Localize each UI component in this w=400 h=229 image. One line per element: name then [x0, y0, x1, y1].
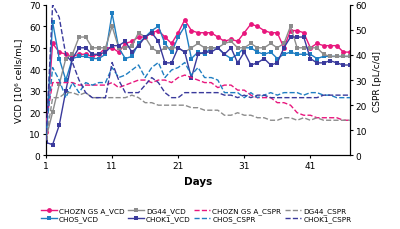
Y-axis label: VCD [10⁶ cells/mL]: VCD [10⁶ cells/mL]	[14, 39, 23, 123]
Y-axis label: CSPR [pL/c/d]: CSPR [pL/c/d]	[373, 50, 382, 111]
Legend: CHOZN GS A_VCD, CHOS_VCD, DG44_VCD, CHOK1_VCD, CHOZN GS A_CSPR, CHOS_CSPR, DG44_: CHOZN GS A_VCD, CHOS_VCD, DG44_VCD, CHOK…	[38, 205, 354, 225]
X-axis label: Days: Days	[184, 176, 212, 186]
